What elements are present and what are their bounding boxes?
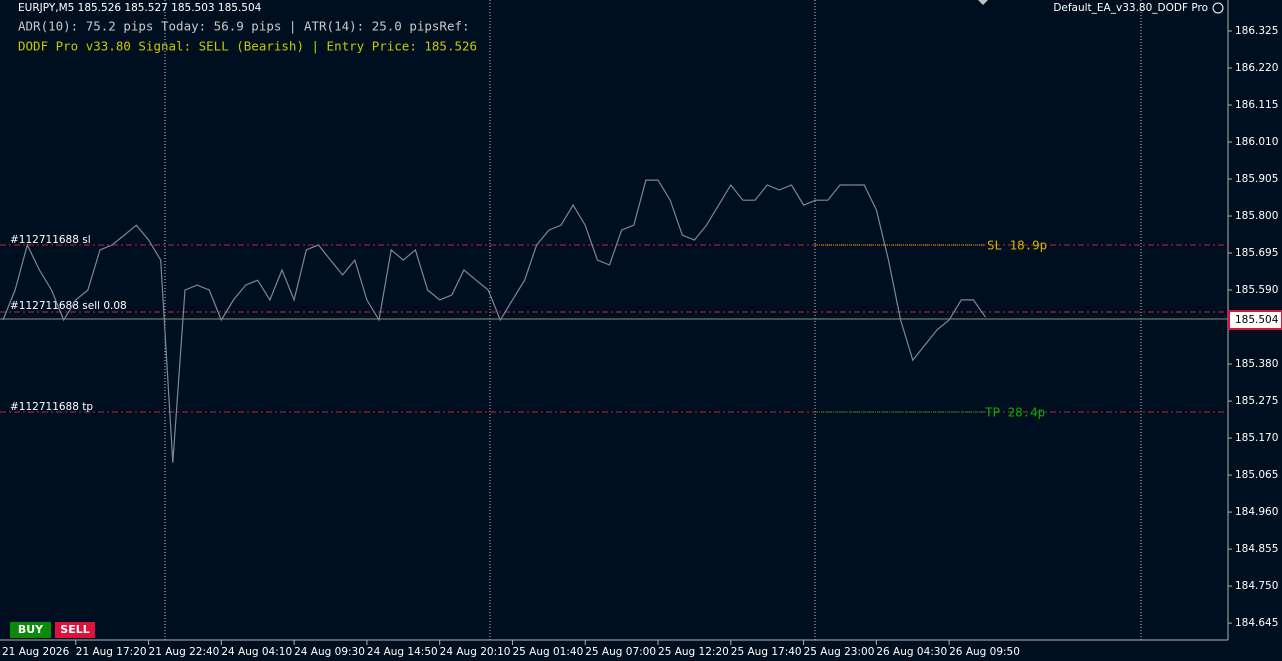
order-label: #112711688 sl bbox=[10, 234, 91, 246]
y-tick-label: 185.695 bbox=[1235, 247, 1278, 259]
x-tick-label: 21 Aug 22:40 bbox=[149, 646, 220, 658]
symbol-header: EURJPY,M5 185.526 185.527 185.503 185.50… bbox=[18, 2, 262, 14]
y-tick-label: 184.960 bbox=[1235, 506, 1278, 518]
y-tick-label: 185.800 bbox=[1235, 210, 1278, 222]
y-tick-label: 185.170 bbox=[1235, 432, 1278, 444]
x-tick-label: 26 Aug 09:50 bbox=[949, 646, 1020, 658]
y-tick-label: 185.275 bbox=[1235, 395, 1278, 407]
sl-distance-label: SL 18.9p bbox=[987, 238, 1047, 253]
sell-button-label[interactable]: SELL bbox=[60, 623, 89, 636]
signal-text: DODF Pro v33.80 Signal: SELL (Bearish) |… bbox=[18, 39, 477, 54]
y-tick-label: 186.325 bbox=[1235, 25, 1278, 37]
expert-name: Default_EA_v33.80_DODF Pro bbox=[1053, 2, 1208, 14]
y-tick-label: 184.750 bbox=[1235, 580, 1278, 592]
y-tick-label: 185.065 bbox=[1235, 469, 1278, 481]
x-tick-label: 21 Aug 2026 bbox=[2, 646, 70, 658]
x-tick-label: 25 Aug 17:40 bbox=[731, 646, 802, 658]
last-price-label: 185.504 bbox=[1235, 314, 1279, 326]
y-tick-label: 186.010 bbox=[1235, 136, 1278, 148]
y-tick-label: 186.220 bbox=[1235, 62, 1278, 74]
scroll-marker bbox=[978, 0, 988, 5]
x-tick-label: 26 Aug 04:30 bbox=[876, 646, 947, 658]
y-tick-label: 185.905 bbox=[1235, 173, 1278, 185]
x-tick-label: 24 Aug 04:10 bbox=[221, 646, 292, 658]
buy-button[interactable] bbox=[10, 622, 51, 638]
x-tick-label: 24 Aug 14:50 bbox=[367, 646, 438, 658]
x-tick-label: 21 Aug 17:20 bbox=[76, 646, 147, 658]
x-tick-label: 24 Aug 20:10 bbox=[440, 646, 511, 658]
x-tick-label: 25 Aug 23:00 bbox=[804, 646, 875, 658]
y-tick-label: 185.590 bbox=[1235, 284, 1278, 296]
x-tick-label: 25 Aug 01:40 bbox=[512, 646, 583, 658]
y-tick-label: 186.115 bbox=[1235, 99, 1278, 111]
x-tick-label: 24 Aug 09:30 bbox=[294, 646, 365, 658]
y-tick-label: 184.855 bbox=[1235, 543, 1278, 555]
y-tick-label: 185.380 bbox=[1235, 358, 1278, 370]
x-tick-label: 25 Aug 12:20 bbox=[658, 646, 729, 658]
y-tick-label: 184.645 bbox=[1235, 617, 1278, 629]
expert-icon[interactable] bbox=[1212, 2, 1224, 14]
buy-button-label[interactable]: BUY bbox=[18, 623, 44, 636]
sell-button[interactable] bbox=[55, 622, 95, 638]
tp-distance-label: TP 28.4p bbox=[985, 405, 1045, 420]
price-line bbox=[2, 179, 986, 463]
order-label: #112711688 sell 0.08 bbox=[10, 300, 127, 312]
stats-text: ADR(10): 75.2 pips Today: 56.9 pips | AT… bbox=[18, 19, 470, 34]
last-price-box bbox=[1228, 310, 1282, 330]
order-label: #112711688 tp bbox=[10, 401, 93, 413]
x-tick-label: 25 Aug 07:00 bbox=[585, 646, 656, 658]
